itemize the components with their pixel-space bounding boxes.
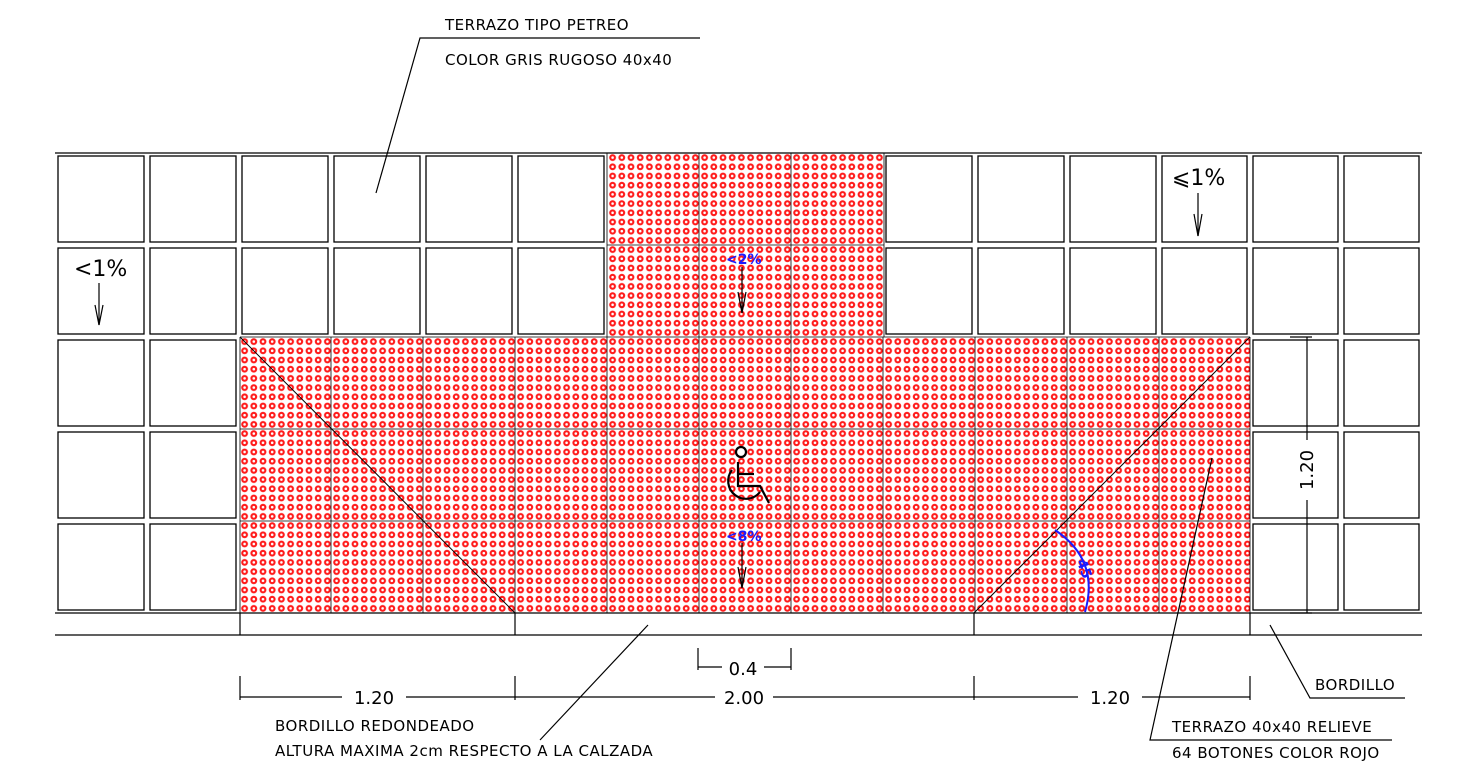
grey-tile: [1252, 247, 1339, 335]
grey-tile: [1343, 339, 1420, 427]
dim-button-spacing: 0.4: [729, 659, 758, 680]
grey-tile: [425, 155, 513, 243]
grey-tile: [1252, 339, 1339, 427]
grey-tile: [1252, 155, 1339, 243]
bottom-right-line2: 64 BOTONES COLOR ROJO: [1172, 744, 1380, 762]
row-lines: [55, 152, 1422, 636]
grey-tile: [977, 247, 1065, 335]
grey-tile: [1069, 247, 1157, 335]
grey-tile: [149, 155, 237, 243]
grey-tile: [149, 523, 237, 611]
grey-tile: [517, 155, 605, 243]
slope-center-top: <2%: [726, 252, 762, 268]
grey-tile: [333, 247, 421, 335]
grey-tile: [57, 247, 145, 335]
grey-tile: [57, 431, 145, 519]
wheelchair-icon: [727, 445, 770, 504]
grey-tile: [149, 339, 237, 427]
grey-tile: [241, 155, 329, 243]
grey-tile: [1343, 155, 1420, 243]
grey-tile: [885, 155, 973, 243]
slope-arrows: [94, 193, 1203, 589]
grey-tile: [57, 339, 145, 427]
dim-right-width: 1.20: [1090, 688, 1130, 709]
grey-tile: [241, 247, 329, 335]
slope-left: <1%: [74, 257, 127, 282]
dim-center-width: 2.00: [724, 688, 764, 709]
grey-tile: [1343, 247, 1420, 335]
ramp-diagonals: [239, 336, 1251, 614]
bordillo-label: BORDILLO: [1315, 676, 1395, 694]
leader-lines: [375, 37, 1405, 741]
grey-tile: [149, 247, 237, 335]
grey-tile: [57, 523, 145, 611]
grey-tile: [149, 431, 237, 519]
grey-tile: [517, 247, 605, 335]
grey-tile: [57, 155, 145, 243]
dim-left-width: 1.20: [354, 688, 394, 709]
top-callout-line1: TERRAZO TIPO PETREO: [444, 16, 629, 34]
bottom-left-line2: ALTURA MAXIMA 2cm RESPECTO A LA CALZADA: [275, 742, 653, 760]
grey-terrazo-tiles: [57, 155, 1420, 611]
angle-label: 45: [1073, 557, 1095, 581]
grey-tile: [425, 247, 513, 335]
grey-tile: [885, 247, 973, 335]
grey-tile: [1161, 155, 1248, 243]
grey-tile: [977, 155, 1065, 243]
slope-center-bottom: <8%: [726, 529, 762, 545]
grey-tile: [1161, 247, 1248, 335]
angle-arc: [1054, 529, 1090, 613]
dim-depth: 1.20: [1297, 450, 1318, 490]
dimension-lines: [239, 336, 1312, 700]
slope-right: ⩽1%: [1172, 166, 1225, 191]
tactile-tile-grid: [239, 152, 1251, 614]
top-callout-line2: COLOR GRIS RUGOSO 40x40: [445, 51, 672, 69]
grey-tile: [1343, 431, 1420, 519]
grey-tile: [1069, 155, 1157, 243]
bottom-left-line1: BORDILLO REDONDEADO: [275, 717, 475, 735]
grey-tile: [333, 155, 421, 243]
grey-tile: [1252, 431, 1339, 519]
grey-tile: [1343, 523, 1420, 611]
bottom-right-line1: TERRAZO 40x40 RELIEVE: [1171, 718, 1372, 736]
grey-tile: [1252, 523, 1339, 611]
